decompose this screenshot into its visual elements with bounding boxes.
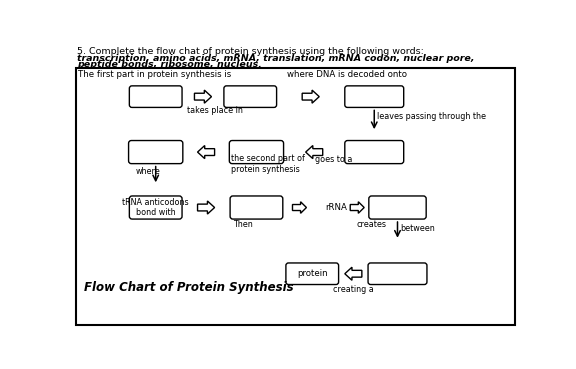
Polygon shape bbox=[198, 145, 215, 159]
Text: the second part of
protein synthesis: the second part of protein synthesis bbox=[231, 154, 305, 174]
FancyBboxPatch shape bbox=[286, 263, 339, 284]
Text: leaves passing through the: leaves passing through the bbox=[377, 112, 486, 121]
Polygon shape bbox=[302, 90, 319, 103]
Text: where DNA is decoded onto: where DNA is decoded onto bbox=[287, 70, 407, 79]
Text: takes place in: takes place in bbox=[187, 106, 242, 115]
FancyBboxPatch shape bbox=[345, 86, 404, 107]
Polygon shape bbox=[306, 145, 323, 159]
Text: between: between bbox=[400, 224, 434, 233]
Polygon shape bbox=[195, 90, 211, 103]
FancyBboxPatch shape bbox=[229, 141, 283, 163]
FancyBboxPatch shape bbox=[369, 196, 426, 219]
Text: rRNA: rRNA bbox=[325, 203, 347, 212]
Text: peptide bonds, ribosome, nucleus.: peptide bonds, ribosome, nucleus. bbox=[77, 61, 262, 69]
Text: transcription, amino acids, mRNA, translation, mRNA codon, nuclear pore,: transcription, amino acids, mRNA, transl… bbox=[77, 54, 475, 62]
Polygon shape bbox=[350, 202, 364, 213]
FancyBboxPatch shape bbox=[230, 196, 283, 219]
Text: 5. Complete the flow chat of protein synthesis using the following words:: 5. Complete the flow chat of protein syn… bbox=[77, 46, 425, 56]
Polygon shape bbox=[198, 201, 215, 214]
FancyBboxPatch shape bbox=[224, 86, 276, 107]
Text: creating a: creating a bbox=[333, 285, 374, 294]
FancyBboxPatch shape bbox=[128, 141, 183, 163]
Text: Flow Chart of Protein Synthesis: Flow Chart of Protein Synthesis bbox=[84, 282, 293, 294]
Text: Then: Then bbox=[233, 220, 253, 229]
FancyBboxPatch shape bbox=[345, 141, 404, 163]
Text: The first part in protein synthesis is: The first part in protein synthesis is bbox=[78, 70, 232, 79]
FancyBboxPatch shape bbox=[130, 86, 182, 107]
Polygon shape bbox=[345, 267, 362, 280]
Text: tRNA anticodons
bond with: tRNA anticodons bond with bbox=[122, 198, 189, 217]
Text: creates: creates bbox=[357, 220, 386, 229]
Text: where: where bbox=[135, 167, 160, 176]
FancyBboxPatch shape bbox=[368, 263, 427, 284]
Text: protein: protein bbox=[297, 269, 328, 278]
FancyBboxPatch shape bbox=[130, 196, 182, 219]
Text: goes to a: goes to a bbox=[315, 155, 353, 164]
Polygon shape bbox=[293, 202, 306, 213]
